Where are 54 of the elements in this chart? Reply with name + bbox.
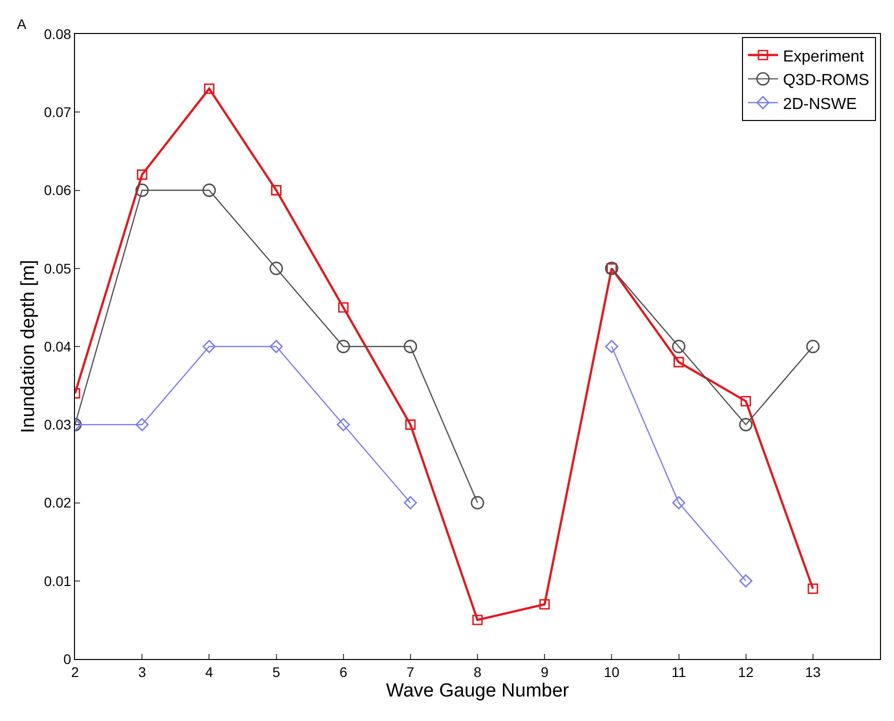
x-tick-label: 8 <box>474 664 482 680</box>
point <box>404 340 418 354</box>
x-tick-label: 3 <box>138 664 146 680</box>
y-tick-label: 0.06 <box>44 182 72 198</box>
x-tick-label: 12 <box>738 664 754 680</box>
point <box>739 574 752 588</box>
point <box>605 340 618 354</box>
point <box>336 418 350 432</box>
point <box>338 302 349 313</box>
x-tick-label: 13 <box>805 664 821 680</box>
x-tick-label: 7 <box>406 664 415 680</box>
text: A <box>17 16 27 32</box>
point <box>135 184 149 197</box>
point <box>674 356 684 368</box>
x-tick-label: 2 <box>71 664 80 680</box>
point <box>136 418 149 432</box>
point <box>271 185 282 196</box>
y-tick-label: 0.08 <box>44 26 72 42</box>
y-tick-label: 0.07 <box>44 104 72 120</box>
x-tick-label: 4 <box>205 664 214 680</box>
x-tick-label: 5 <box>272 664 280 680</box>
point <box>808 583 818 594</box>
point <box>270 340 283 354</box>
x-tick-label: 10 <box>604 664 620 680</box>
legend-label: 2D-NSWE <box>782 96 857 113</box>
y-axis-title: Inundation depth [m] <box>18 260 39 434</box>
y-tick-label: 0.04 <box>44 338 72 354</box>
point <box>404 496 417 510</box>
point <box>739 418 753 432</box>
point <box>204 83 214 94</box>
point <box>472 614 483 626</box>
y-tick-label: 0.05 <box>44 260 72 276</box>
y-tick-label: 0.03 <box>44 416 72 433</box>
point <box>672 340 686 354</box>
point <box>202 340 216 354</box>
point <box>270 262 283 276</box>
x-axis-title: Wave Gauge Number <box>386 680 570 702</box>
y-tick-label: 0 <box>63 650 72 667</box>
point <box>405 419 416 430</box>
legend-label: Experiment <box>782 48 864 66</box>
y-tick-label: 0.02 <box>44 494 72 511</box>
x-tick-label: 6 <box>339 664 348 680</box>
y-tick-label: 0.01 <box>44 572 72 589</box>
x-tick-label: 9 <box>540 664 549 680</box>
point <box>806 340 820 354</box>
point <box>202 184 216 197</box>
point <box>136 169 148 180</box>
legend-label: Q3D-ROMS <box>782 72 870 90</box>
point <box>470 496 484 510</box>
point <box>336 340 350 354</box>
point <box>539 599 550 610</box>
x-tick-label: 11 <box>671 664 686 680</box>
point <box>740 396 752 406</box>
point <box>672 496 686 510</box>
